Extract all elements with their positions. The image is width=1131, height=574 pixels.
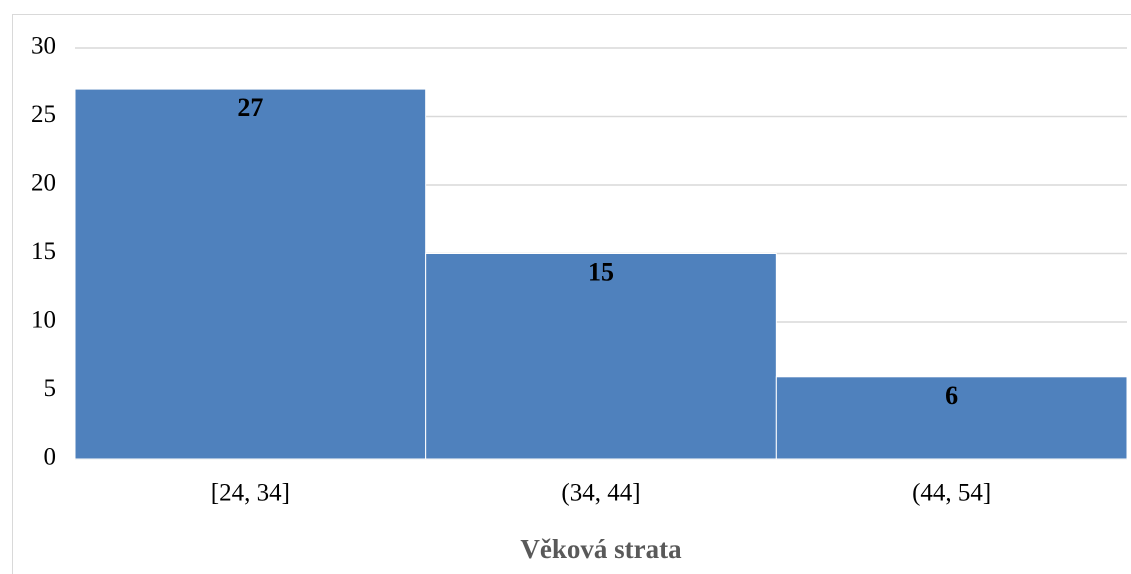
y-tick-label: 15 [31, 238, 56, 265]
data-label: 27 [237, 93, 263, 122]
x-axis-title: Věková strata [520, 534, 682, 564]
y-tick-label: 30 [31, 33, 56, 60]
bar [425, 253, 777, 460]
data-label: 15 [588, 257, 614, 286]
x-tick-label: (44, 54] [912, 480, 991, 507]
bar [74, 88, 427, 460]
bar [775, 376, 1128, 460]
x-tick-label: (34, 44] [561, 480, 640, 507]
y-tick-label: 25 [31, 101, 56, 128]
y-tick-label: 5 [44, 375, 57, 402]
x-tick-label: [24, 34] [211, 480, 290, 507]
y-tick-label: 10 [31, 307, 56, 334]
y-tick-label: 20 [31, 170, 56, 197]
data-label: 6 [945, 381, 958, 410]
y-tick-label: 0 [44, 444, 57, 471]
